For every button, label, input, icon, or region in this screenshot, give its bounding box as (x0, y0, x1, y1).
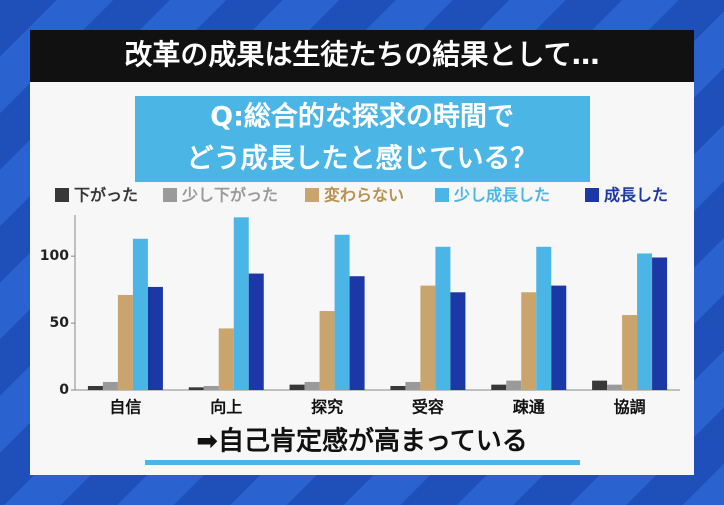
chart-title: Q:総合的な探求の時間で (210, 101, 514, 133)
bar (450, 292, 466, 390)
legend-label: 成長した (604, 186, 668, 205)
bar (233, 217, 249, 390)
bar (506, 380, 522, 390)
y-tick-label: 100 (40, 248, 69, 264)
x-tick-label: 疎通 (513, 398, 545, 417)
bar (102, 381, 118, 390)
bar (289, 384, 305, 390)
y-tick-label: 50 (50, 315, 70, 331)
bar (248, 273, 264, 390)
bar (132, 238, 148, 390)
legend-label: 少し下がった (181, 186, 278, 205)
chart-title: どう成長したと感じている？ (187, 143, 538, 175)
x-tick-label: 自信 (109, 398, 141, 417)
bar (592, 380, 608, 390)
legend-swatch (305, 188, 319, 202)
x-tick-label: 探究 (311, 398, 343, 417)
bar (188, 387, 204, 390)
x-tick-label: 向上 (210, 398, 242, 417)
bar (637, 253, 653, 390)
bar (319, 311, 335, 390)
bar (117, 294, 133, 390)
legend-label: 少し成長した (453, 186, 550, 205)
bar (203, 385, 219, 390)
x-tick-label: 協調 (614, 398, 646, 417)
bar (304, 381, 320, 390)
title-box (135, 96, 590, 182)
bar (652, 257, 668, 390)
bar (334, 234, 350, 390)
y-tick-label: 0 (59, 382, 69, 398)
legend-swatch (585, 188, 599, 202)
bar (405, 381, 421, 390)
banner-box (30, 30, 694, 82)
x-tick-label: 受容 (412, 398, 444, 417)
bar (349, 276, 365, 390)
legend-swatch (163, 188, 177, 202)
bar (521, 292, 537, 390)
legend-label: 下がった (74, 186, 138, 205)
bar (607, 384, 623, 390)
bar (218, 328, 234, 390)
legend-swatch (55, 188, 69, 202)
caption: ➡自己肯定感が高まっている (196, 426, 527, 457)
bar (87, 385, 103, 390)
bar (390, 385, 406, 390)
bar (420, 285, 436, 390)
banner: 改革の成果は生徒たちの結果として… (124, 38, 599, 71)
bar (147, 286, 163, 390)
bar (435, 246, 451, 390)
bar (551, 285, 567, 390)
bar (536, 246, 552, 390)
bar (622, 315, 638, 390)
legend-label: 変わらない (324, 186, 404, 205)
caption-underline (145, 460, 580, 465)
legend-swatch (435, 188, 449, 202)
bar (491, 384, 507, 390)
